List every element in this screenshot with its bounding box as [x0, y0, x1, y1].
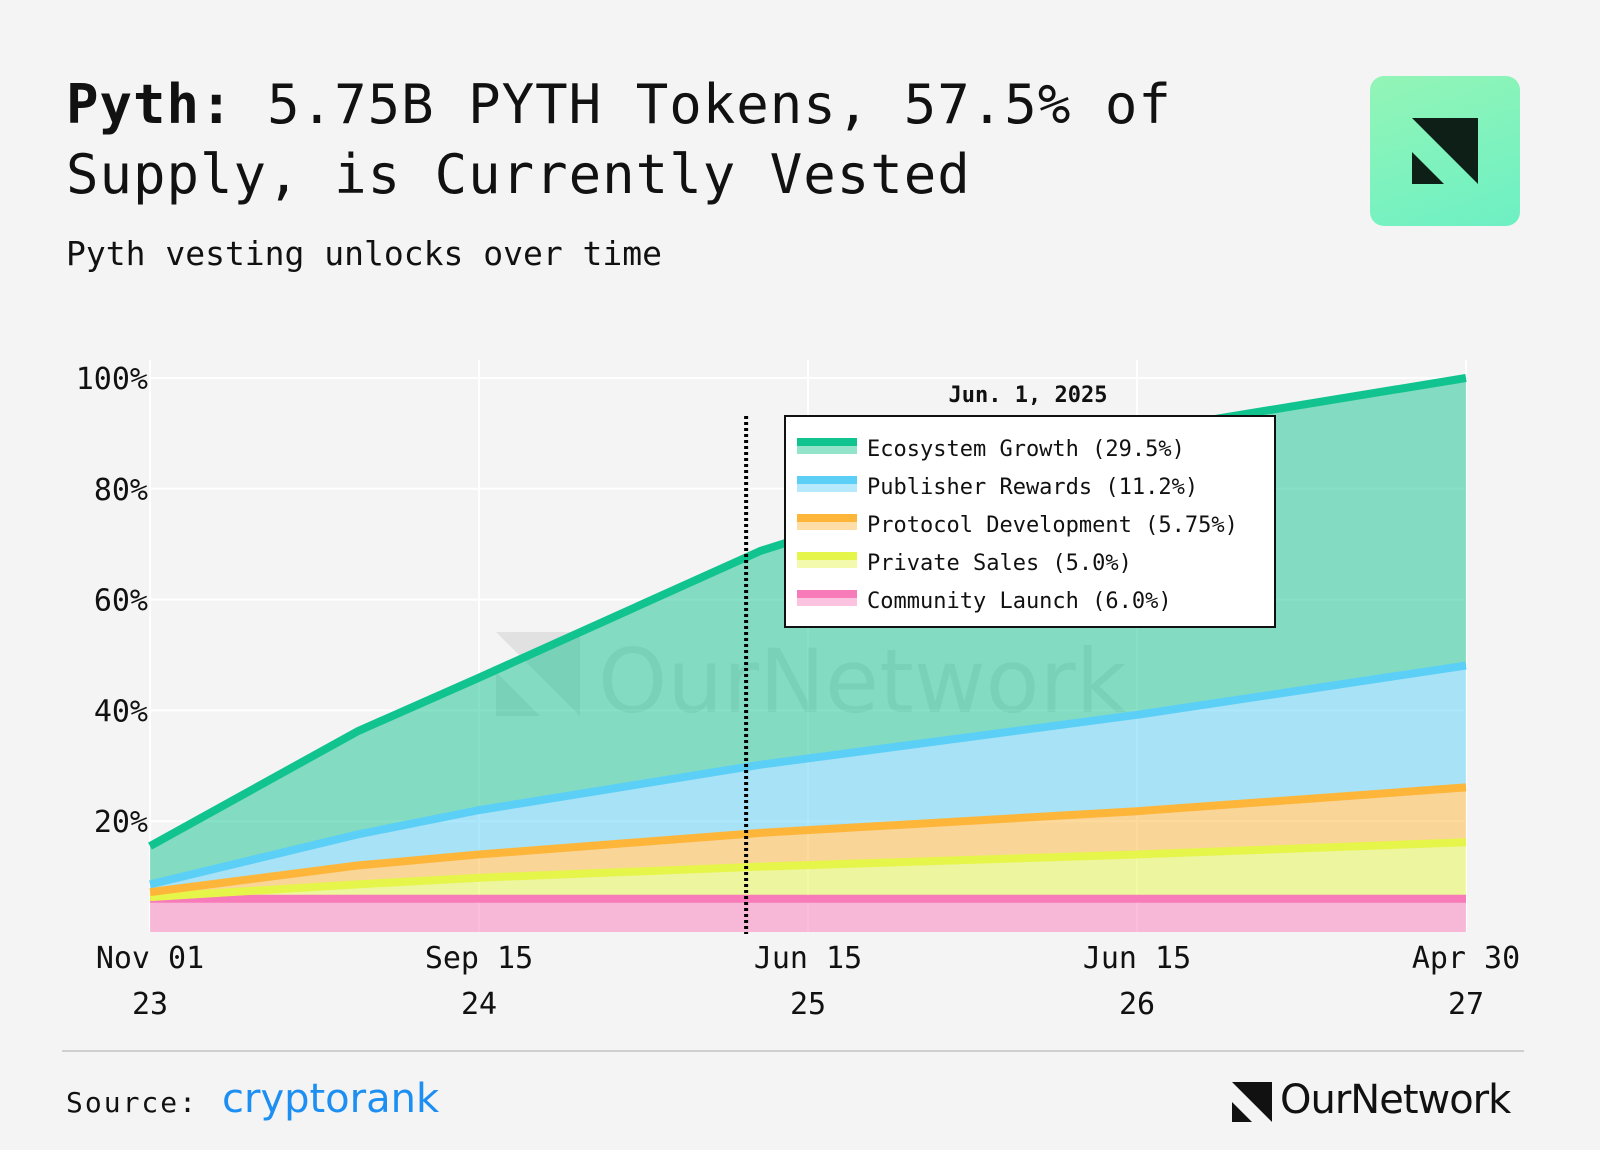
y-tick-label: 80%	[94, 473, 148, 508]
x-tick-label: Apr 30	[1412, 941, 1520, 976]
tooltip-entry-label: Publisher Rewards (11.2%)	[867, 475, 1198, 500]
x-tick-label: Sep 15	[425, 941, 533, 976]
line-publisher	[149, 661, 1467, 889]
area-publisher	[150, 665, 1466, 893]
line-private	[149, 838, 1467, 902]
x-tick-year-label: 23	[132, 987, 168, 1022]
y-tick-label: 20%	[94, 805, 148, 840]
tooltip-swatch-community	[797, 590, 857, 598]
chart-title-bold: Pyth:	[66, 73, 234, 136]
y-tick-label: 100%	[76, 362, 148, 397]
tooltip-date: Jun. 1, 2025	[949, 383, 1108, 408]
footer-divider	[62, 1050, 1524, 1052]
tooltip-entry-label: Community Launch (6.0%)	[867, 589, 1172, 614]
x-tick-year-label: 27	[1448, 987, 1484, 1022]
x-tick-year-label: 24	[461, 987, 497, 1022]
tooltip-swatch-ecosystem	[797, 438, 857, 446]
tooltip-swatch-fill-private	[797, 560, 857, 568]
ournetwork-logo-icon	[1412, 118, 1478, 184]
x-tick-year-label: 26	[1119, 987, 1155, 1022]
tooltip-swatch-publisher	[797, 476, 857, 484]
chart-title-rest: 5.75B PYTH Tokens, 57.5% of Supply, is C…	[66, 73, 1172, 206]
tooltip-swatch-private	[797, 552, 857, 560]
tooltip-box	[784, 415, 1276, 628]
tooltip-swatch-fill-protocol	[797, 522, 857, 530]
tooltip-entry-label: Private Sales (5.0%)	[867, 551, 1132, 576]
ournetwork-logo-tile	[1370, 76, 1520, 226]
area-community	[150, 898, 1466, 932]
ournetwork-wordmark: OurNetwork	[1280, 1077, 1511, 1123]
tooltip-entry-label: Protocol Development (5.75%)	[867, 513, 1238, 538]
x-tick-label: Nov 01	[96, 941, 204, 976]
chart-subtitle: Pyth vesting unlocks over time	[66, 234, 663, 273]
tooltip-swatch-fill-community	[797, 598, 857, 606]
tooltip: Jun. 1, 2025 Ecosystem Growth (29.5%) Publ…	[784, 383, 1276, 628]
tooltip-swatch-fill-publisher	[797, 484, 857, 492]
tooltip-swatch-protocol	[797, 514, 857, 522]
ournetwork-mark-icon	[1232, 1082, 1272, 1122]
x-tick-label: Jun 15	[1083, 941, 1191, 976]
tooltip-entry-label: Ecosystem Growth (29.5%)	[867, 437, 1185, 462]
x-tick-year-label: 25	[790, 987, 826, 1022]
source-label: Source:	[66, 1086, 199, 1119]
tooltip-swatch-fill-ecosystem	[797, 446, 857, 454]
source-brand-logo[interactable]: cryptorank	[222, 1076, 440, 1122]
x-tick-label: Jun 15	[754, 941, 862, 976]
chart-title: Pyth: 5.75B PYTH Tokens, 57.5% of Supply…	[66, 70, 1296, 210]
y-tick-label: 40%	[94, 694, 148, 729]
line-protocol	[149, 783, 1467, 897]
y-tick-label: 60%	[94, 584, 148, 619]
